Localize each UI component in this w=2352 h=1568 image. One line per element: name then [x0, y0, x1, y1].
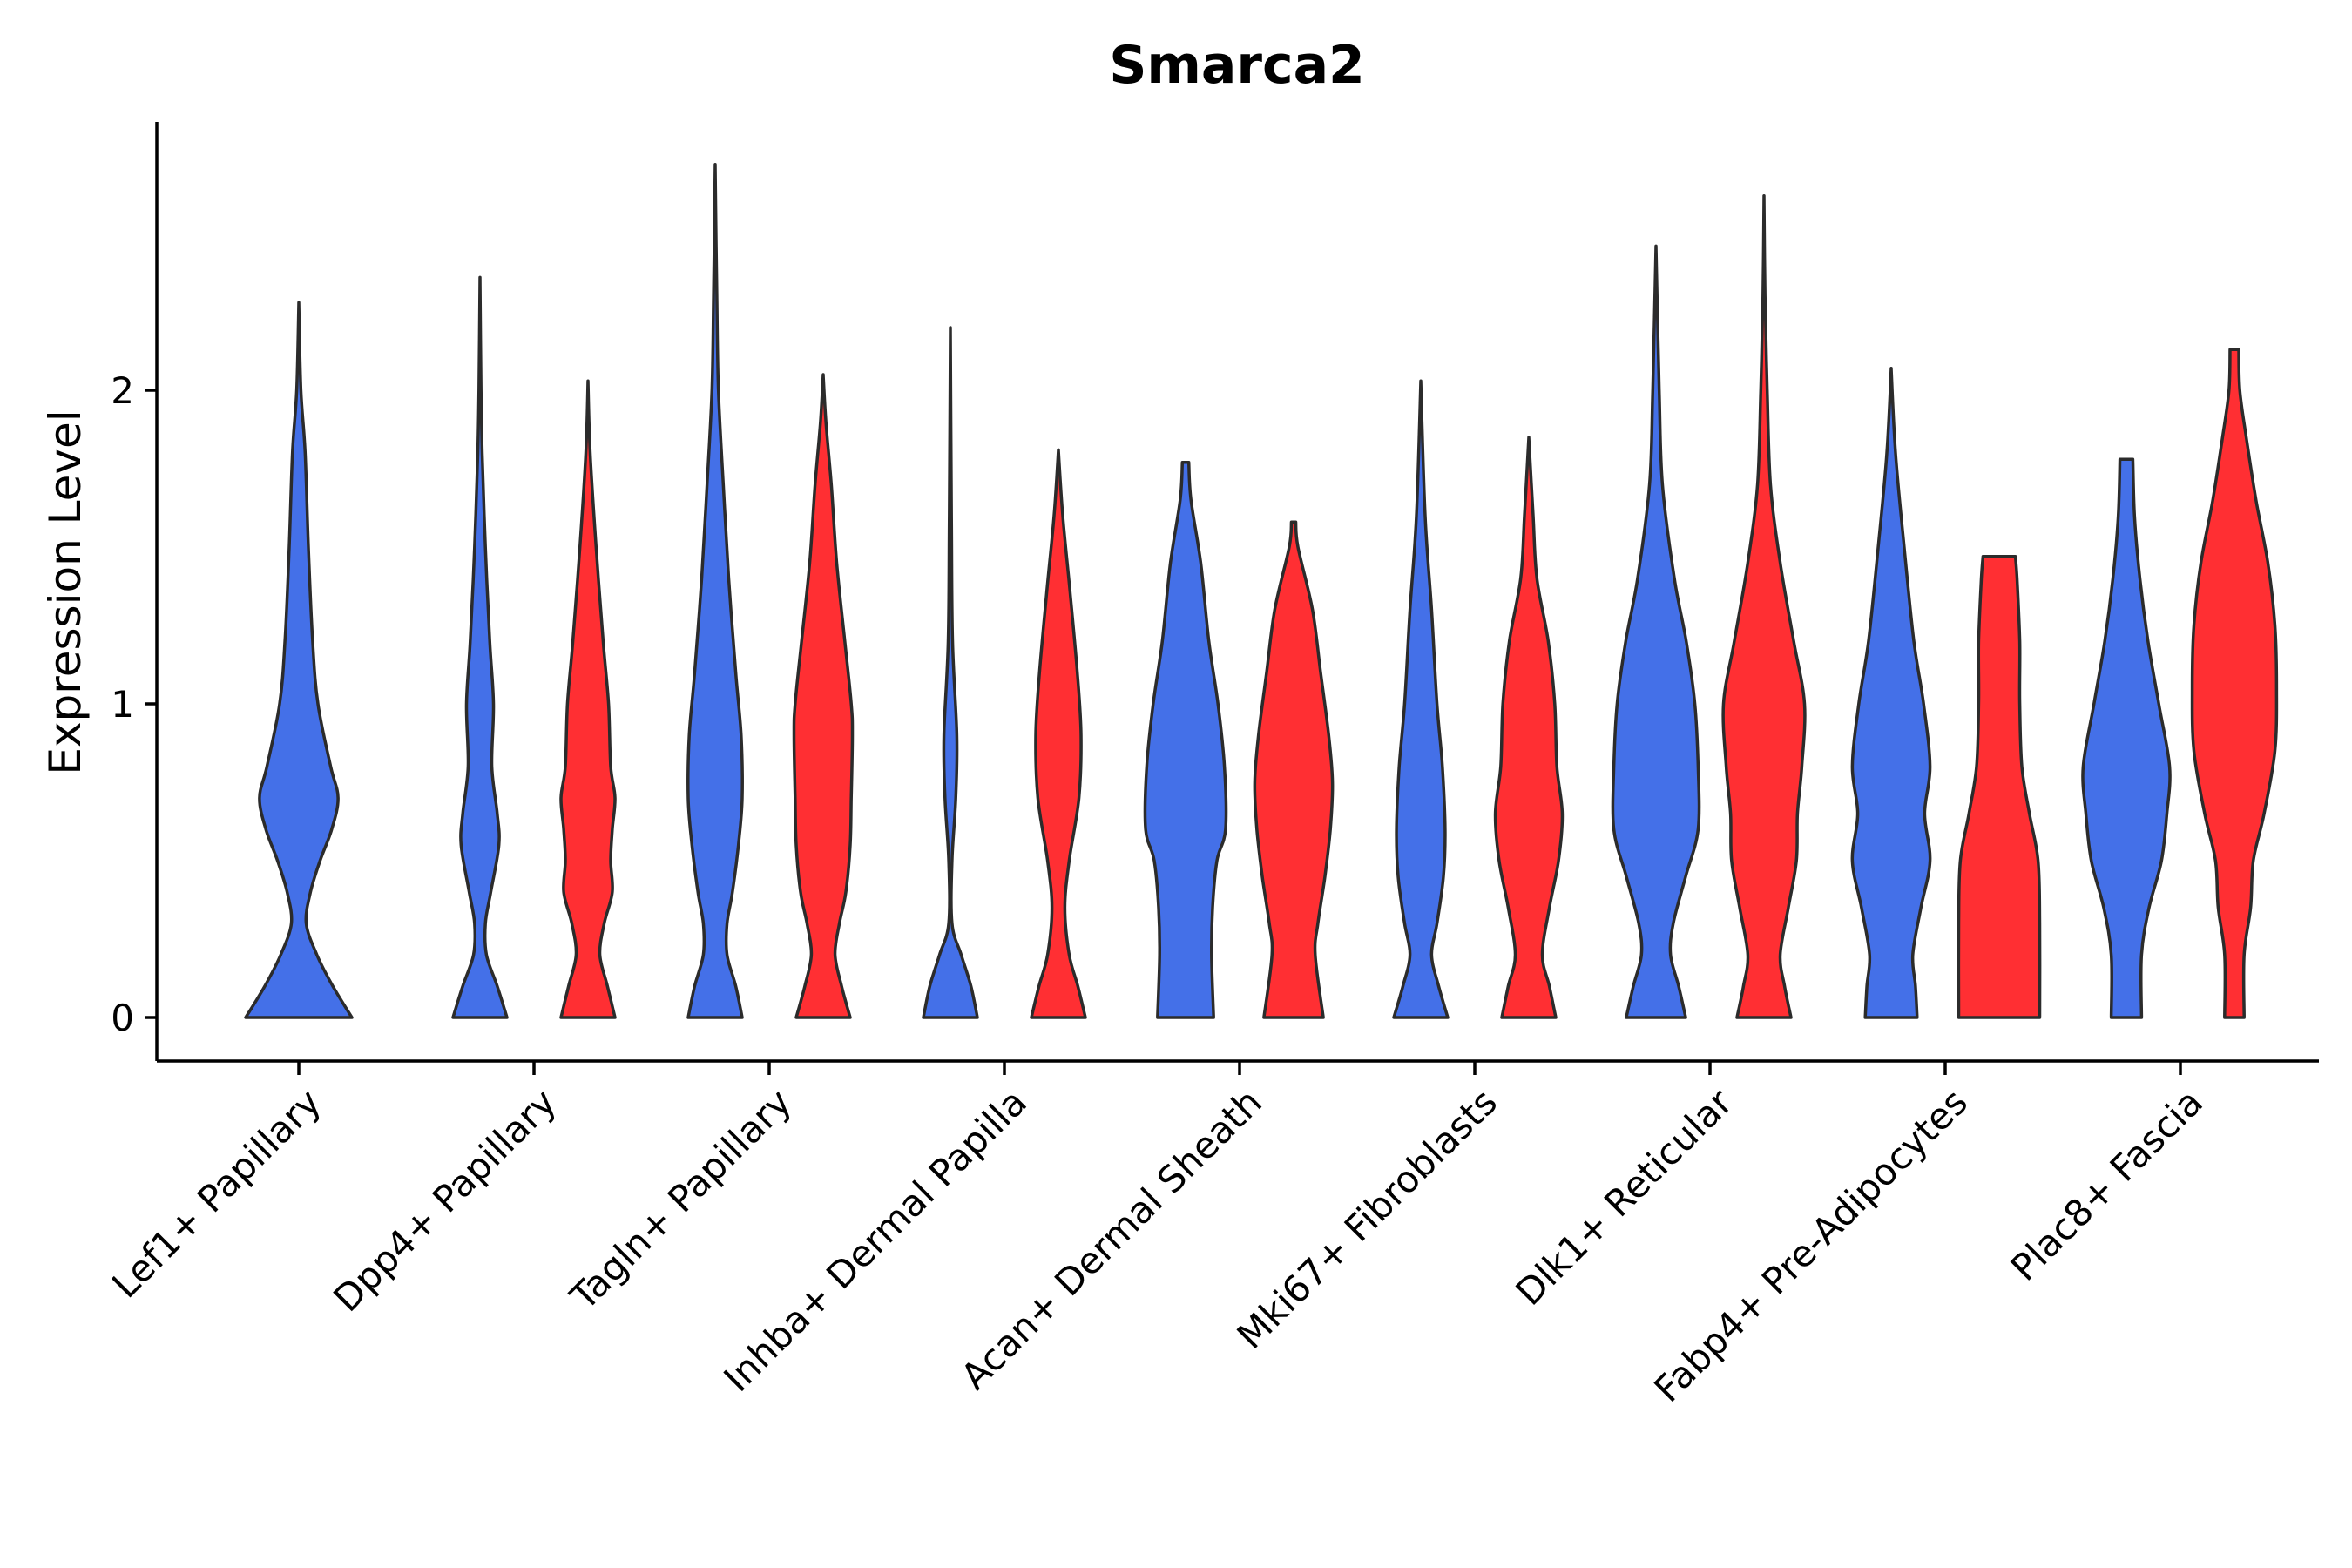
violin-inhba-dermal-papilla-red — [1030, 448, 1087, 1019]
axes-group — [155, 122, 2319, 1063]
violin-fabp4-pre-adipocytes-blue — [1850, 367, 1932, 1019]
y-axis-label: Expression Level — [40, 409, 91, 774]
violin-acan-dermal-sheath-blue — [1143, 461, 1228, 1019]
violin-tagln-papillary-blue — [686, 163, 744, 1019]
violins-group — [244, 163, 2279, 1019]
x-tick-label-plac8-fascia: Plac8+ Fascia — [2003, 1080, 2211, 1288]
y-tick-label: 2 — [111, 369, 134, 412]
violin-lef1-papillary-blue — [244, 301, 354, 1019]
y-tick-label: 1 — [111, 683, 134, 726]
violin-inhba-dermal-papilla-blue — [922, 326, 979, 1019]
y-ticks-group: 0 1 2 — [111, 369, 157, 1039]
violin-acan-dermal-sheath-red — [1253, 520, 1335, 1019]
violin-mki67-fibroblasts-red — [1493, 436, 1565, 1019]
y-tick-label: 0 — [111, 997, 134, 1039]
violin-plac8-fascia-red — [2190, 348, 2279, 1019]
x-tick-label-dlk1-reticular: Dlk1+ Reticular — [1508, 1080, 1741, 1314]
violin-mki67-fibroblasts-blue — [1392, 379, 1450, 1019]
violin-plac8-fascia-blue — [2081, 457, 2172, 1019]
violin-tagln-papillary-red — [792, 373, 855, 1019]
violin-dlk1-reticular-blue — [1611, 244, 1701, 1019]
x-tick-label-lef1-papillary: Lef1+ Papillary — [104, 1080, 329, 1306]
x-tick-label-mki67-fibroblasts: Mki67+ Fibroblasts — [1229, 1080, 1505, 1356]
chart-title: Smarca2 — [1109, 35, 1365, 96]
violin-dpp4-papillary-blue — [451, 275, 509, 1019]
x-tick-label-tagln-papillary: Tagln+ Papillary — [562, 1080, 800, 1318]
violin-fabp4-pre-adipocytes-red — [1957, 555, 2042, 1019]
violin-dpp4-papillary-red — [559, 379, 617, 1019]
violin-dlk1-reticular-red — [1721, 194, 1807, 1019]
x-tick-label-dpp4-papillary: Dpp4+ Papillary — [325, 1080, 564, 1320]
